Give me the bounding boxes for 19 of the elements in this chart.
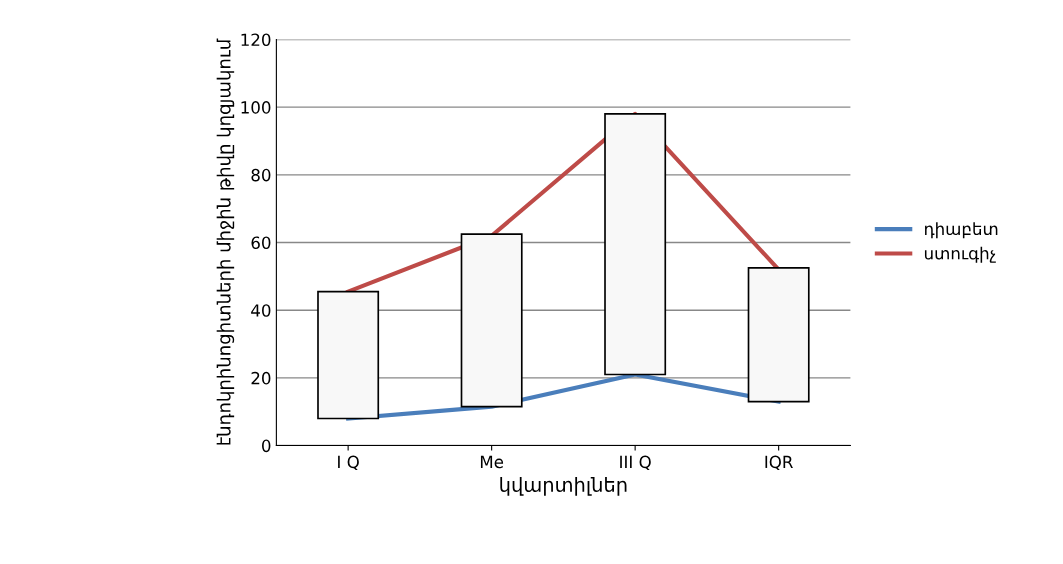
x-axis-title: կվարտիլներ xyxy=(500,476,627,496)
x-tick-label: IQR xyxy=(765,455,793,471)
y-tick-label: 20 xyxy=(251,371,271,385)
x-tick-label: III Q xyxy=(620,455,651,471)
y-tick-label: 80 xyxy=(251,168,271,182)
bar xyxy=(460,233,523,408)
bar xyxy=(747,267,810,403)
y-axis-title: էնդոկրինոցիտների միջին թիվը կղզյակում xyxy=(216,38,235,445)
x-tick-label: Me xyxy=(480,455,504,469)
y-tick-label: 100 xyxy=(241,101,271,114)
y-tick-label: 120 xyxy=(241,33,271,47)
legend-label: ստուգիչ xyxy=(924,246,996,263)
bar xyxy=(604,113,667,376)
bar xyxy=(317,290,380,420)
x-tick-label: I Q xyxy=(338,455,359,471)
y-tick-label: 60 xyxy=(251,236,271,250)
y-tick-label: 40 xyxy=(251,304,271,317)
y-tick-label: 0 xyxy=(262,439,271,453)
legend-label: դիաբետ xyxy=(925,222,998,239)
